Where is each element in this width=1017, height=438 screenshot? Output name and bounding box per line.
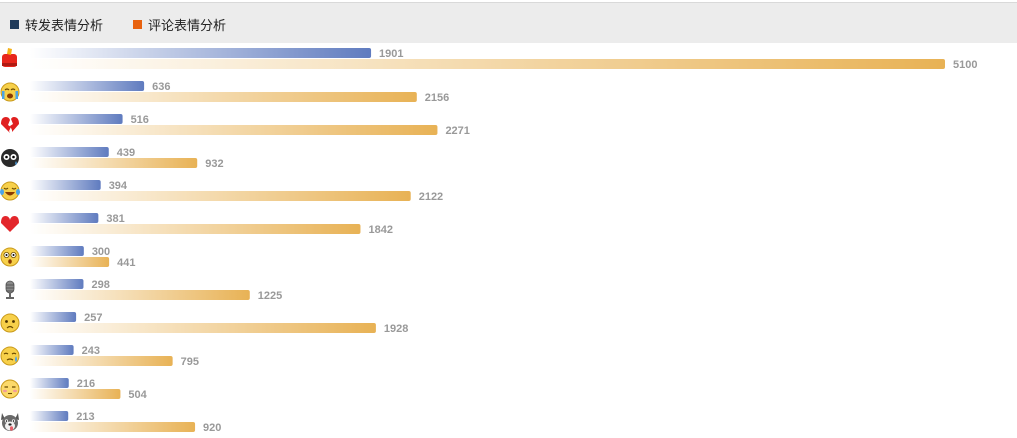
legend-comment-swatch <box>133 19 142 29</box>
microphone-emoji-icon <box>5 280 15 299</box>
comment-value-label-0: 5100 <box>953 59 977 71</box>
repost-value-label-8: 257 <box>84 312 102 324</box>
emoji-bar-chart: 1901 5100 636 2156 516 2271 439 932 394 2122 381 18… <box>0 48 977 434</box>
repost-bar-0[interactable] <box>30 48 372 58</box>
tearful-emoji-icon <box>0 346 20 366</box>
legend-comment-label: 评论表情分析 <box>148 18 227 34</box>
legend-comment[interactable]: 评论表情分析 <box>133 16 227 34</box>
blush-emoji-icon <box>0 379 20 399</box>
repost-value-label-6: 300 <box>92 246 110 258</box>
comment-bar-7[interactable] <box>30 290 250 300</box>
comment-value-label-1: 2156 <box>425 92 449 104</box>
comment-value-label-7: 1225 <box>258 290 282 302</box>
comment-value-label-6: 441 <box>117 257 135 269</box>
comment-value-label-11: 920 <box>203 422 221 434</box>
comment-bar-1[interactable] <box>30 92 417 102</box>
comment-value-label-10: 504 <box>128 389 147 401</box>
repost-bar-8[interactable] <box>30 312 77 322</box>
repost-bar-2[interactable] <box>30 114 123 124</box>
comment-bar-4[interactable] <box>30 191 411 201</box>
repost-bar-4[interactable] <box>30 180 101 190</box>
repost-value-label-2: 516 <box>131 114 149 126</box>
comment-bar-2[interactable] <box>30 125 438 135</box>
sad-emoji-icon <box>0 313 20 333</box>
comment-value-label-8: 1928 <box>384 323 408 335</box>
legend-repost-label: 转发表情分析 <box>25 18 104 34</box>
comment-value-label-3: 932 <box>205 158 223 170</box>
legend-repost-swatch <box>10 19 19 29</box>
repost-value-label-1: 636 <box>152 81 170 93</box>
heart-emoji-icon <box>1 216 19 232</box>
ok-hand-emoji-icon <box>2 48 17 67</box>
repost-value-label-9: 243 <box>82 345 100 357</box>
repost-value-label-4: 394 <box>109 180 128 192</box>
comment-bar-3[interactable] <box>30 158 198 168</box>
repost-bar-11[interactable] <box>30 411 69 421</box>
comment-bar-8[interactable] <box>30 323 376 333</box>
repost-bar-7[interactable] <box>30 279 84 289</box>
comment-value-label-5: 1842 <box>368 224 392 236</box>
crying-emoji-icon <box>0 82 20 102</box>
husky-emoji-icon <box>1 413 19 431</box>
repost-value-label-10: 216 <box>77 378 95 390</box>
surprised-emoji-icon <box>0 247 20 267</box>
comment-bar-9[interactable] <box>30 356 173 366</box>
comment-value-label-2: 2271 <box>445 125 469 137</box>
repost-value-label-0: 1901 <box>379 48 403 60</box>
repost-value-label-3: 439 <box>117 147 135 159</box>
repost-bar-3[interactable] <box>30 147 109 157</box>
repost-bar-5[interactable] <box>30 213 99 223</box>
comment-bar-6[interactable] <box>30 257 110 267</box>
laugh-cry-emoji-icon <box>0 181 20 201</box>
repost-bar-1[interactable] <box>30 81 145 91</box>
comment-value-label-4: 2122 <box>419 191 443 203</box>
repost-value-label-7: 298 <box>91 279 109 291</box>
repost-bar-10[interactable] <box>30 378 69 388</box>
comment-value-label-9: 795 <box>181 356 199 368</box>
tear-dark-emoji-icon <box>1 149 19 167</box>
repost-value-label-11: 213 <box>76 411 94 423</box>
repost-bar-9[interactable] <box>30 345 74 355</box>
comment-bar-11[interactable] <box>30 422 196 432</box>
comment-bar-0[interactable] <box>30 59 945 69</box>
legend-bar: 转发表情分析 评论表情分析 <box>0 2 1017 43</box>
comment-bar-10[interactable] <box>30 389 121 399</box>
repost-bar-6[interactable] <box>30 246 84 256</box>
comment-bar-5[interactable] <box>30 224 361 234</box>
legend-repost[interactable]: 转发表情分析 <box>10 16 104 34</box>
repost-value-label-5: 381 <box>106 213 124 225</box>
broken-heart-emoji-icon <box>1 117 19 133</box>
